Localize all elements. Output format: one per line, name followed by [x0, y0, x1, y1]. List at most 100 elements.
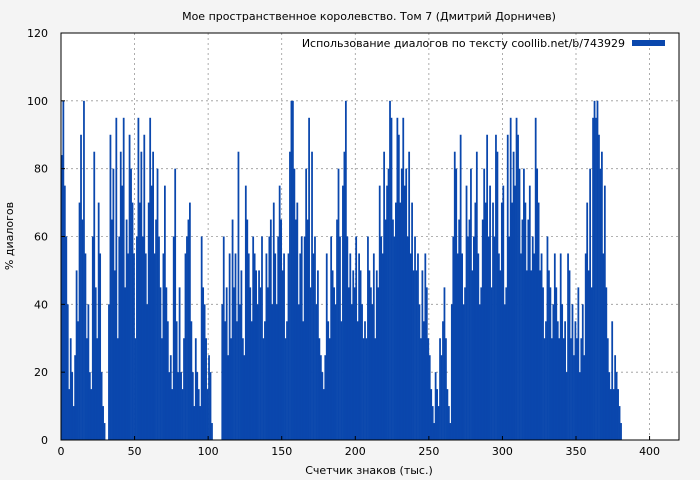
bar [337, 168, 340, 440]
bar [333, 287, 335, 440]
bar [418, 304, 421, 440]
bar [374, 338, 377, 440]
bar [205, 338, 207, 440]
legend-entry-label: Использование диалогов по тексту coollib… [302, 37, 625, 50]
bar [409, 253, 412, 440]
bar [300, 236, 303, 440]
bar [306, 219, 309, 440]
bar [293, 168, 296, 440]
bar [211, 423, 213, 440]
bar [153, 253, 156, 440]
bar [589, 168, 592, 440]
bar [231, 219, 234, 440]
bar [181, 389, 184, 440]
bar [559, 253, 562, 440]
bar [527, 219, 530, 440]
bar [240, 270, 243, 440]
bar [558, 338, 561, 440]
bar [570, 338, 572, 440]
bar [209, 372, 212, 440]
bar [147, 202, 150, 440]
bar [387, 168, 390, 440]
bar [272, 202, 275, 440]
bar [327, 321, 330, 440]
bar [99, 253, 102, 440]
bar [480, 287, 483, 440]
bar [450, 304, 453, 440]
bar [514, 185, 516, 440]
bar [150, 185, 153, 440]
bar [130, 168, 132, 440]
bar [537, 202, 540, 440]
bar [408, 151, 411, 441]
legend: Использование диалогов по тексту coollib… [302, 37, 665, 50]
bar [443, 287, 446, 440]
bar [598, 134, 600, 440]
bar [183, 338, 185, 440]
y-tick-label: 80 [34, 163, 48, 176]
bar [534, 117, 537, 441]
bar [523, 168, 525, 440]
bar [542, 287, 544, 440]
bar [581, 304, 584, 440]
bar [555, 287, 558, 440]
bar [330, 236, 333, 440]
bar [136, 236, 138, 440]
bar [93, 151, 96, 441]
bar [189, 202, 191, 440]
bar [447, 406, 450, 440]
bar [587, 270, 590, 440]
bar [603, 185, 606, 440]
bar [165, 287, 168, 440]
bar [247, 253, 250, 440]
bar [431, 406, 434, 440]
bar [403, 185, 406, 440]
bar [280, 219, 283, 440]
bar [620, 423, 622, 440]
bar [580, 338, 583, 440]
bar [520, 253, 522, 440]
bar [166, 321, 169, 440]
bar [434, 372, 437, 440]
bar [336, 219, 338, 440]
x-tick-label: 50 [128, 445, 142, 458]
bar [584, 253, 587, 440]
bar [97, 202, 100, 440]
bar [230, 338, 232, 440]
bar [417, 253, 419, 440]
bar [121, 185, 124, 440]
bar [428, 355, 431, 440]
bar [128, 134, 131, 440]
bar [611, 321, 614, 440]
bar [134, 338, 137, 440]
bar [299, 253, 302, 440]
bar [71, 372, 74, 440]
bar [424, 253, 427, 440]
bar [122, 117, 125, 441]
bar [456, 253, 459, 440]
bar [489, 185, 491, 440]
bar [269, 219, 272, 440]
bar [370, 287, 372, 440]
bar [606, 338, 609, 440]
bar [614, 355, 617, 440]
bar [361, 304, 363, 440]
bar [116, 338, 119, 440]
bar [249, 287, 252, 440]
bar [241, 338, 244, 440]
bar [605, 287, 608, 440]
bar [322, 389, 325, 440]
bar [442, 321, 444, 440]
bar [296, 202, 299, 440]
bar [548, 270, 550, 440]
bar [481, 219, 484, 440]
bar [255, 270, 257, 440]
bar [530, 270, 533, 440]
bar [90, 389, 93, 440]
bar [100, 372, 103, 440]
bar [595, 117, 597, 441]
x-axis-ticks: 0 50 100 150 200 250 300 350 400 [58, 436, 660, 458]
bar [347, 287, 350, 440]
bar [384, 219, 387, 440]
bar [283, 253, 285, 440]
